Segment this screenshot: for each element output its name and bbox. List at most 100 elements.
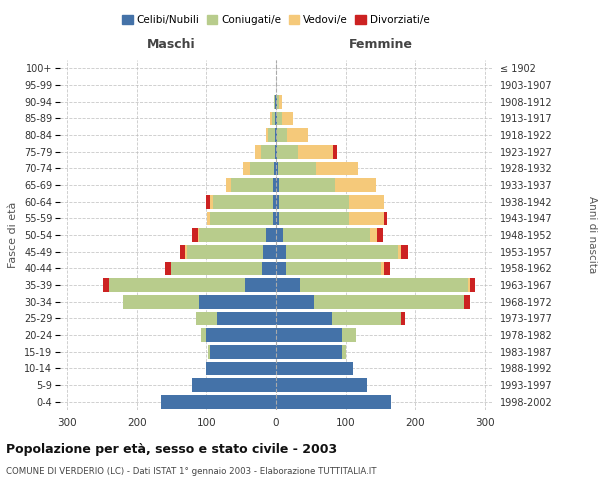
Bar [276,345,342,358]
Bar [198,228,199,242]
Bar [260,145,275,158]
Bar [283,228,370,242]
Bar [276,212,280,225]
Bar [333,145,337,158]
Text: Maschi: Maschi [147,38,196,51]
Bar [199,228,266,242]
Bar [332,312,401,325]
Bar [277,128,287,142]
Bar [276,362,353,375]
Bar [349,195,384,208]
Bar [276,245,286,258]
Bar [213,195,272,208]
Bar [172,262,262,275]
Bar [384,262,389,275]
Bar [103,278,109,292]
Bar [277,112,282,125]
Bar [196,312,217,325]
Bar [314,295,464,308]
Bar [380,262,384,275]
Bar [165,262,171,275]
Bar [245,278,276,292]
Bar [262,262,276,275]
Bar [377,228,383,242]
Bar [279,178,335,192]
Bar [470,278,475,292]
Bar [278,162,316,175]
Bar [384,212,388,225]
Bar [276,395,391,408]
Bar [193,378,276,392]
Text: Femmine: Femmine [349,38,413,51]
Bar [276,112,277,125]
Bar [272,195,276,208]
Bar [275,145,276,158]
Bar [401,312,405,325]
Bar [335,178,376,192]
Bar [467,278,470,292]
Bar [276,378,367,392]
Bar [217,312,276,325]
Bar [275,112,276,125]
Bar [276,228,283,242]
Bar [276,128,277,142]
Bar [370,228,377,242]
Bar [266,228,276,242]
Bar [280,195,349,208]
Bar [349,212,384,225]
Bar [272,112,275,125]
Text: Anni di nascita: Anni di nascita [587,196,597,274]
Bar [271,112,272,125]
Bar [301,278,467,292]
Bar [401,245,409,258]
Bar [268,128,275,142]
Y-axis label: Fasce di età: Fasce di età [8,202,19,268]
Bar [298,145,333,158]
Bar [242,162,250,175]
Bar [263,245,276,258]
Bar [279,95,282,108]
Bar [185,245,187,258]
Bar [187,245,263,258]
Bar [276,312,332,325]
Bar [201,328,206,342]
Bar [276,145,277,158]
Bar [316,162,358,175]
Text: Popolazione per età, sesso e stato civile - 2003: Popolazione per età, sesso e stato civil… [6,442,337,456]
Bar [276,295,314,308]
Bar [266,128,268,142]
Bar [286,262,380,275]
Bar [123,295,199,308]
Bar [272,212,276,225]
Bar [206,195,210,208]
Bar [171,262,172,275]
Bar [210,212,272,225]
Bar [282,112,293,125]
Bar [286,245,398,258]
Bar [275,128,276,142]
Bar [180,245,185,258]
Bar [280,212,349,225]
Bar [276,328,342,342]
Bar [232,178,273,192]
Bar [206,362,276,375]
Bar [287,128,308,142]
Bar [161,395,276,408]
Bar [277,145,298,158]
Bar [276,162,278,175]
Bar [273,178,276,192]
Bar [342,328,356,342]
Bar [275,95,276,108]
Bar [193,228,198,242]
Bar [226,178,232,192]
Bar [276,195,280,208]
Bar [398,245,401,258]
Bar [342,345,346,358]
Bar [274,162,276,175]
Bar [277,95,279,108]
Bar [109,278,245,292]
Bar [208,345,210,358]
Bar [199,295,276,308]
Bar [210,195,213,208]
Bar [276,278,301,292]
